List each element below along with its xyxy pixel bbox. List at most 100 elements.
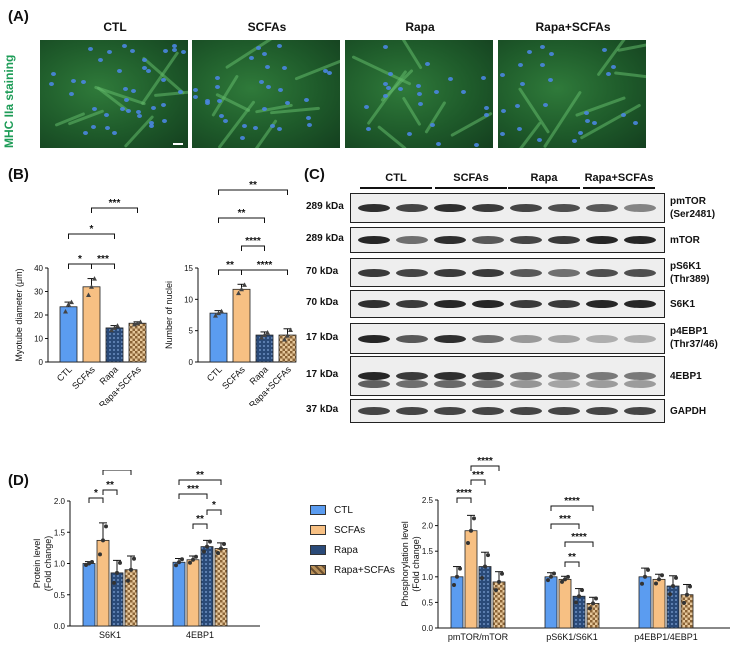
significance-label: *** (187, 484, 199, 495)
nucleus (92, 107, 98, 112)
blot-band (396, 236, 428, 244)
x-tick-label: CTL (205, 364, 224, 383)
nucleus (136, 110, 142, 115)
data-point (132, 321, 137, 327)
data-point (222, 542, 226, 546)
bar-ctl (59, 306, 78, 363)
nucleus (71, 78, 77, 83)
nucleus (180, 49, 186, 54)
myotube-fiber (217, 100, 256, 148)
nucleus (48, 81, 54, 86)
y-tick-label: 1.0 (422, 573, 434, 582)
nucleus (519, 82, 525, 87)
data-point (671, 584, 675, 589)
data-point (138, 319, 143, 325)
blot-band (510, 236, 542, 244)
nucleus (473, 142, 479, 147)
data-point (591, 601, 595, 606)
data-point (580, 588, 584, 593)
y-tick-label: 40 (34, 264, 43, 273)
y-tick-label: 0 (39, 358, 44, 367)
y-axis-label: Protein level (32, 539, 42, 589)
significance-label: ** (238, 208, 246, 219)
nucleus (259, 80, 265, 85)
nucleus (383, 93, 389, 98)
y-tick-label: 5 (189, 327, 194, 336)
data-point (288, 327, 293, 333)
blot-protein-name: pS6K1 (670, 261, 702, 272)
nucleus (172, 48, 178, 53)
data-point (594, 596, 598, 601)
blot-band (586, 268, 618, 277)
x-tick-label: pS6K1/S6K1 (546, 632, 598, 642)
nucleus (205, 101, 211, 106)
significance-label: ** (249, 180, 257, 191)
nucleus (90, 125, 96, 130)
blot-band (510, 268, 542, 277)
y-axis-label-2: (Fold change) (411, 536, 421, 592)
nucleus (448, 76, 454, 81)
nucleus (142, 66, 148, 71)
nucleus (171, 43, 177, 48)
significance-label: **** (257, 260, 273, 271)
nucleus (130, 88, 136, 93)
nucleus (163, 48, 169, 53)
blot-protein-label: p4EBP1 (Thr37/46) (670, 325, 718, 351)
nucleus (161, 78, 167, 83)
data-point (500, 571, 504, 576)
nucleus (571, 138, 577, 143)
nucleus (326, 71, 332, 76)
y-tick-label: 1.5 (422, 547, 434, 556)
significance-label: * (90, 224, 94, 235)
nucleus (105, 126, 111, 131)
data-point (188, 560, 192, 565)
data-point (104, 524, 108, 529)
data-point (486, 553, 490, 558)
nucleus (307, 123, 313, 128)
blot-band (624, 204, 656, 212)
bar (200, 546, 214, 627)
y-tick-label: 0.0 (422, 624, 434, 633)
nucleus (117, 68, 123, 73)
data-point (98, 552, 102, 557)
nucleus (265, 84, 271, 89)
bar (680, 594, 694, 629)
nucleus (80, 80, 86, 85)
data-point (84, 563, 88, 567)
data-point (640, 581, 644, 586)
blot-band (472, 380, 504, 388)
bar-scfas (82, 286, 101, 363)
significance-label: * (94, 488, 98, 499)
x-tick-label: 4EBP1 (186, 630, 214, 640)
blot-band (510, 380, 542, 388)
significance-bracket (470, 465, 500, 471)
data-point (129, 567, 133, 572)
data-point (90, 560, 94, 564)
data-point (216, 310, 221, 316)
blot-band (358, 407, 390, 415)
bar-rapa (255, 334, 274, 363)
micrograph-title-scfas: SCFAs (247, 20, 287, 34)
nucleus (69, 91, 75, 96)
significance-bracket (218, 217, 265, 223)
blot-band (586, 380, 618, 388)
significance-label: **** (564, 496, 580, 507)
blot-band (472, 204, 504, 212)
data-point (216, 551, 220, 555)
nucleus (122, 43, 128, 48)
nucleus (141, 58, 147, 63)
y-tick-label: 2.0 (422, 522, 434, 531)
nucleus (219, 114, 225, 119)
legend-item-scfas: SCFAs (310, 520, 395, 540)
data-point (112, 325, 117, 330)
data-point (574, 600, 578, 605)
blot-band (548, 334, 580, 343)
nucleus (435, 141, 441, 146)
nucleus (585, 118, 591, 123)
nucleus (98, 58, 104, 63)
data-point (566, 574, 570, 579)
y-axis-label: Phosphorylation level (400, 521, 410, 607)
y-tick-label: 30 (34, 288, 43, 297)
significance-bracket (564, 561, 580, 567)
data-point (135, 320, 140, 326)
